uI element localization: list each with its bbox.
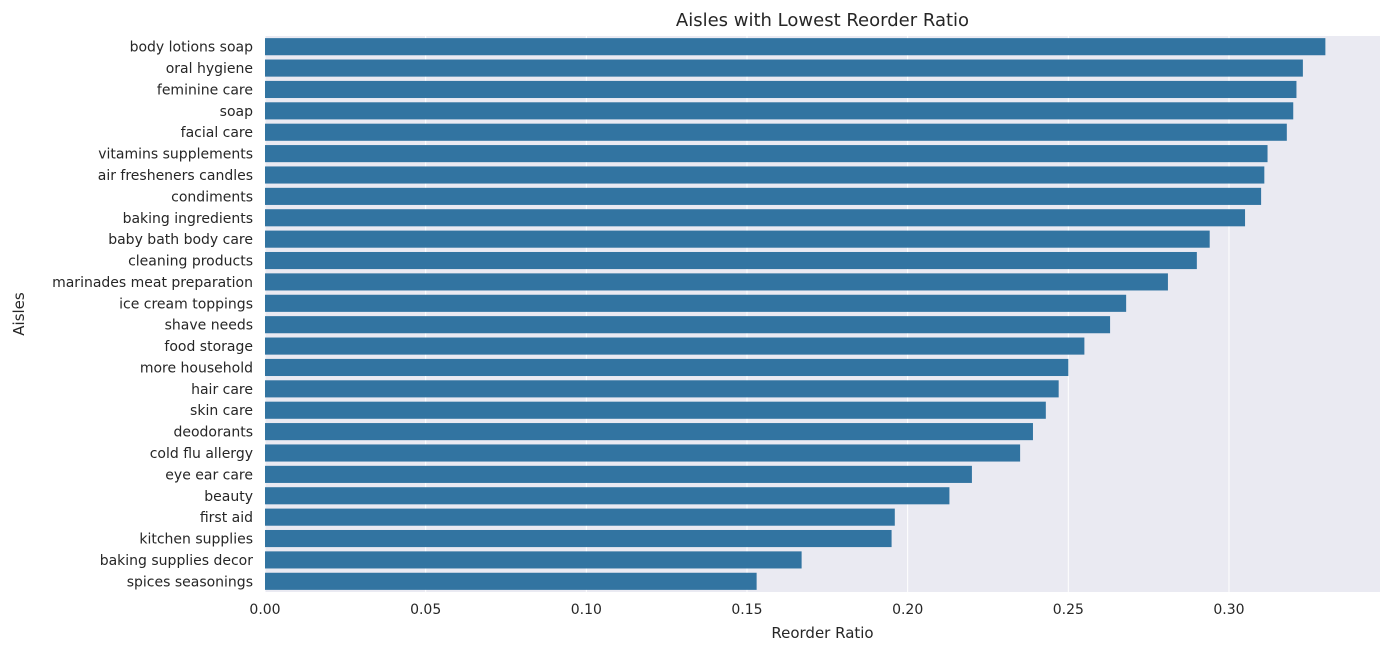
bar xyxy=(265,38,1326,56)
y-tick-label: hair care xyxy=(191,382,253,398)
y-tick-label: marinades meat preparation xyxy=(52,275,253,291)
y-tick-label: cleaning products xyxy=(128,254,253,270)
x-tick-labels: 0.00 0.05 0.10 0.15 0.20 0.25 0.30 xyxy=(249,602,1244,618)
y-tick-label: cold flu allergy xyxy=(150,446,253,462)
bar xyxy=(265,316,1111,334)
y-tick-label: beauty xyxy=(204,489,253,505)
bar xyxy=(265,423,1033,441)
y-tick-label: body lotions soap xyxy=(130,40,254,56)
bar xyxy=(265,380,1059,398)
bar xyxy=(265,551,802,569)
y-tick-label: eye ear care xyxy=(165,467,253,483)
x-tick-label: 0.00 xyxy=(249,602,280,618)
y-tick-label: baking supplies decor xyxy=(100,553,254,569)
y-tick-label: spices seasonings xyxy=(127,574,253,590)
bar xyxy=(265,166,1265,184)
bar xyxy=(265,444,1021,462)
bar xyxy=(265,59,1303,77)
bar xyxy=(265,508,895,526)
bar xyxy=(265,294,1127,312)
y-tick-label: vitamins supplements xyxy=(98,147,253,163)
bar xyxy=(265,123,1287,141)
x-tick-label: 0.15 xyxy=(731,602,762,618)
x-axis-label: Reorder Ratio xyxy=(771,624,873,642)
y-tick-labels: body lotions soap oral hygiene feminine ca… xyxy=(52,40,253,591)
bar xyxy=(265,572,757,590)
x-tick-label: 0.10 xyxy=(571,602,602,618)
bar xyxy=(265,487,950,505)
bar xyxy=(265,358,1069,377)
y-tick-label: soap xyxy=(220,104,253,120)
bar xyxy=(265,251,1197,270)
bar xyxy=(265,102,1294,120)
y-tick-label: food storage xyxy=(164,339,253,355)
y-tick-label: facial care xyxy=(181,125,253,141)
bar xyxy=(265,465,972,483)
y-tick-label: first aid xyxy=(200,510,253,526)
bar xyxy=(265,209,1246,227)
y-tick-label: deodorants xyxy=(173,425,253,441)
bar xyxy=(265,529,892,548)
bars xyxy=(265,38,1326,590)
bar xyxy=(265,273,1168,291)
y-tick-label: ice cream toppings xyxy=(119,296,253,312)
y-tick-label: air fresheners candles xyxy=(98,168,253,184)
y-tick-label: kitchen supplies xyxy=(139,532,253,548)
y-tick-label: oral hygiene xyxy=(166,61,253,77)
y-tick-label: shave needs xyxy=(165,318,253,334)
y-tick-label: skin care xyxy=(190,403,253,419)
bar xyxy=(265,230,1210,248)
y-tick-label: feminine care xyxy=(157,82,253,98)
y-tick-label: more household xyxy=(140,360,253,376)
bar xyxy=(265,80,1297,99)
y-axis-label: Aisles xyxy=(10,292,28,336)
bar xyxy=(265,337,1085,355)
y-tick-label: baking ingredients xyxy=(123,211,253,227)
x-tick-label: 0.30 xyxy=(1213,602,1244,618)
bar xyxy=(265,401,1046,419)
x-tick-label: 0.25 xyxy=(1053,602,1084,618)
y-tick-label: condiments xyxy=(171,189,253,205)
x-tick-label: 0.05 xyxy=(410,602,441,618)
y-tick-label: baby bath body care xyxy=(108,232,253,248)
x-tick-label: 0.20 xyxy=(892,602,923,618)
bar xyxy=(265,187,1262,205)
bar xyxy=(265,145,1268,163)
chart-title: Aisles with Lowest Reorder Ratio xyxy=(676,10,969,31)
